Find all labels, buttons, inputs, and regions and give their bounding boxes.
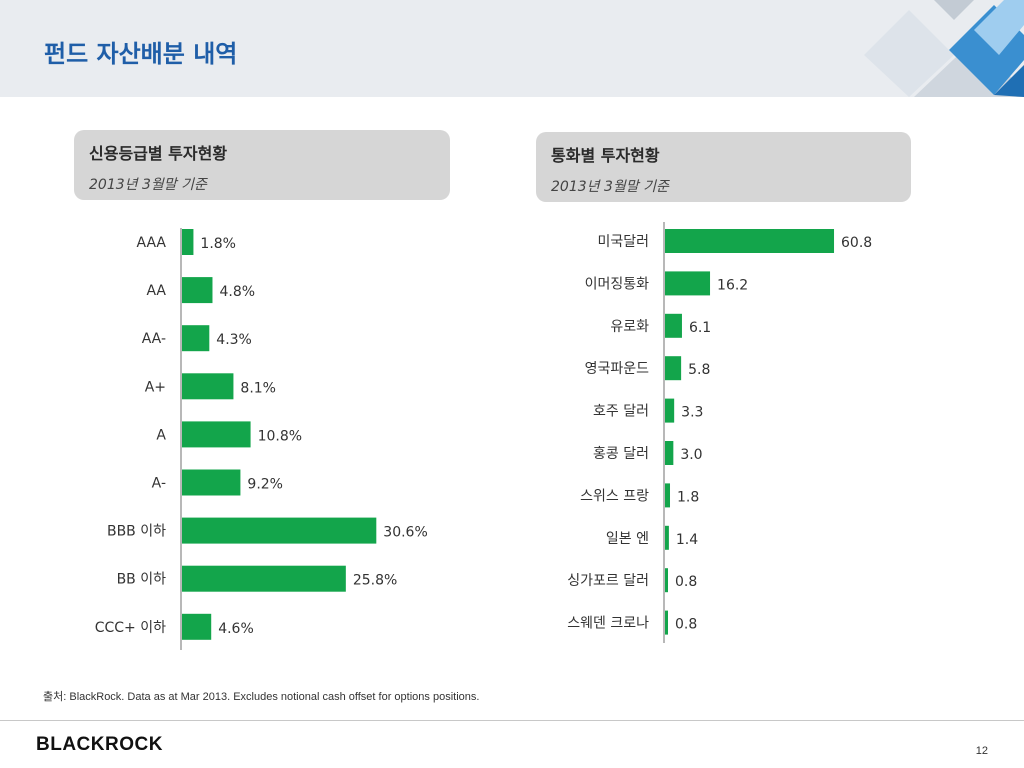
credit-bar [182,421,251,448]
currency-value-label: 1.8 [677,489,699,505]
currency-bar [665,271,711,296]
blackrock-logo: BLACKROCK [36,734,163,755]
credit-category-label: AAA [136,235,166,251]
credit-bar [182,469,241,496]
currency-panel-title: 통화별 투자현황 [551,146,660,165]
currency-category-label: 일본 엔 [606,531,649,547]
credit-value-label: 4.8% [219,284,255,300]
currency-bar [665,610,668,635]
currency-bar [665,229,835,253]
currency-value-label: 3.3 [681,405,703,421]
credit-bar [182,325,210,352]
currency-value-label: 0.8 [675,617,697,633]
credit-category-label: AA- [142,331,166,347]
credit-panel-subtitle: 2013년 3월말 기준 [89,177,207,193]
currency-category-label: 영국파운드 [585,361,650,377]
page-title: 펀드 자산배분 내역 [44,40,238,68]
currency-bar [665,483,671,508]
credit-value-label: 25.8% [353,573,397,589]
currency-category-label: 스웨덴 크로나 [567,616,649,632]
currency-panel-header: 통화별 투자현황 2013년 3월말 기준 [536,132,911,202]
currency-category-label: 스위스 프랑 [580,488,649,504]
currency-category-label: 홍콩 달러 [593,446,649,462]
currency-category-label: 호주 달러 [593,404,649,420]
footer-divider [0,720,1024,721]
credit-bar [182,373,234,400]
credit-category-label: A- [152,476,166,492]
currency-value-label: 60.8 [841,235,872,251]
header-band [0,0,1024,97]
currency-value-label: 6.1 [689,320,711,336]
currency-value-label: 3.0 [680,447,702,463]
currency-panel-subtitle: 2013년 3월말 기준 [551,179,669,195]
credit-category-label: AA [146,283,166,299]
credit-category-label: BBB 이하 [107,524,166,540]
credit-panel-header: 신용등급별 투자현황 2013년 3월말 기준 [74,130,450,200]
currency-bar [665,525,669,550]
currency-value-label: 1.4 [676,532,698,548]
credit-value-label: 4.6% [218,621,254,637]
credit-value-label: 9.2% [247,477,283,493]
credit-value-label: 8.1% [240,380,276,396]
currency-category-label: 싱가포르 달러 [567,573,649,589]
currency-value-label: 5.8 [688,362,710,378]
currency-category-label: 유로화 [610,319,649,335]
credit-bar [182,565,346,592]
currency-value-label: 16.2 [717,277,748,293]
credit-panel-title: 신용등급별 투자현황 [89,144,228,163]
currency-bar [665,356,682,381]
currency-bar [665,398,675,423]
currency-category-label: 이머징통화 [585,276,650,292]
currency-bar [665,568,668,593]
currency-bar [665,313,682,338]
credit-bar [182,277,213,304]
credit-bar [182,229,194,255]
currency-bar [665,441,674,465]
bar-charts: AAA 1.8% AA 4.8% AA- 4.3% A+ 8.1% A 10.8% A- 9.2% BB… [95,222,872,650]
credit-category-label: BB 이하 [117,572,167,588]
currency-category-label: 미국달러 [597,234,649,250]
credit-category-label: A [156,427,166,443]
source-footnote: 출처: BlackRock. Data as at Mar 2013. Excl… [43,691,480,703]
decorative-cube-graphic [864,0,1024,97]
credit-value-label: 1.8% [200,236,236,252]
credit-category-label: A+ [145,379,166,395]
credit-value-label: 10.8% [258,428,302,444]
credit-value-label: 30.6% [383,525,427,541]
credit-bar [182,517,377,544]
credit-bar [182,613,212,640]
credit-value-label: 4.3% [216,332,252,348]
currency-value-label: 0.8 [675,574,697,590]
credit-category-label: CCC+ 이하 [95,620,166,636]
page-number: 12 [975,745,988,757]
